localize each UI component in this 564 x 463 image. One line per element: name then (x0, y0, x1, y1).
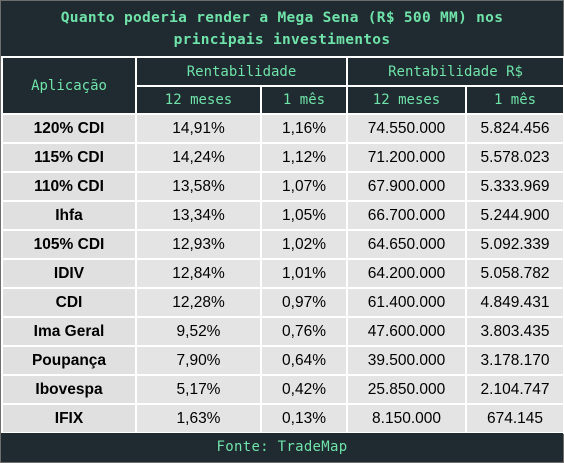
cell-aplicacao: 105% CDI (1, 229, 137, 260)
cell-rent-12-meses: 12,84% (135, 258, 262, 289)
cell-rent-1-mes: 1,02% (259, 229, 349, 260)
cell-valor-1-mes: 674.145 (465, 403, 564, 434)
cell-valor-12-meses: 71.200.000 (346, 142, 468, 173)
cell-aplicacao: Ihfa (1, 200, 137, 231)
cell-aplicacao: IDIV (1, 258, 137, 289)
cell-aplicacao: IFIX (1, 403, 137, 434)
cell-rent-1-mes: 0,13% (259, 403, 349, 434)
cell-rent-12-meses: 9,52% (135, 316, 262, 347)
cell-valor-12-meses: 25.850.000 (346, 374, 468, 405)
source-footer: Fonte: TradeMap (1, 433, 563, 462)
header-1-mes-rs: 1 mês (465, 85, 564, 115)
cell-aplicacao: CDI (1, 287, 137, 318)
cell-valor-12-meses: 67.900.000 (346, 171, 468, 202)
cell-rent-12-meses: 13,34% (135, 200, 262, 231)
cell-valor-12-meses: 64.200.000 (346, 258, 468, 289)
table-row: Ibovespa 5,17% 0,42% 25.850.000 2.104.747 (1, 374, 564, 405)
header-aplicacao: Aplicação (1, 56, 137, 115)
cell-rent-12-meses: 5,17% (135, 374, 262, 405)
cell-rent-12-meses: 12,28% (135, 287, 262, 318)
cell-rent-12-meses: 13,58% (135, 171, 262, 202)
cell-rent-1-mes: 0,42% (259, 374, 349, 405)
cell-valor-1-mes: 5.824.456 (465, 113, 564, 144)
title-line-1: Quanto poderia render a Mega Sena (R$ 50… (60, 10, 504, 26)
cell-aplicacao: 110% CDI (1, 171, 137, 202)
table-body: 120% CDI 14,91% 1,16% 74.550.000 5.824.456 11… (1, 113, 564, 434)
cell-rent-1-mes: 0,76% (259, 316, 349, 347)
cell-rent-12-meses: 1,63% (135, 403, 262, 434)
header-12-meses-pct: 12 meses (135, 85, 262, 115)
cell-rent-12-meses: 7,90% (135, 345, 262, 376)
cell-valor-1-mes: 5.058.782 (465, 258, 564, 289)
table-row: 115% CDI 14,24% 1,12% 71.200.000 5.578.023 (1, 142, 564, 173)
header-rentabilidade: Rentabilidade (134, 56, 349, 87)
header-row-1: Aplicação Rentabilidade Rentabilidade R$ (1, 56, 564, 115)
cell-rent-12-meses: 14,91% (135, 113, 262, 144)
table-row: 110% CDI 13,58% 1,07% 67.900.000 5.333.969 (1, 171, 564, 202)
cell-valor-1-mes: 3.178.170 (465, 345, 564, 376)
cell-valor-12-meses: 66.700.000 (346, 200, 468, 231)
cell-rent-1-mes: 1,12% (259, 142, 349, 173)
header-row-2: 12 meses 1 mês 12 meses 1 mês (2, 85, 564, 115)
cell-aplicacao: Ibovespa (1, 374, 137, 405)
cell-aplicacao: 120% CDI (1, 113, 137, 144)
cell-rent-1-mes: 1,07% (259, 171, 349, 202)
cell-valor-12-meses: 47.600.000 (346, 316, 468, 347)
table-title: Quanto poderia render a Mega Sena (R$ 50… (1, 1, 563, 56)
title-line-2: principais investimentos (173, 32, 391, 48)
cell-valor-1-mes: 5.244.900 (465, 200, 564, 231)
cell-rent-1-mes: 1,05% (259, 200, 349, 231)
cell-valor-12-meses: 64.650.000 (346, 229, 468, 260)
header-12-meses-rs: 12 meses (346, 85, 468, 115)
cell-aplicacao: 115% CDI (1, 142, 137, 173)
cell-valor-12-meses: 61.400.000 (346, 287, 468, 318)
table-row: Poupança 7,90% 0,64% 39.500.000 3.178.170 (1, 345, 564, 376)
cell-rent-1-mes: 1,16% (259, 113, 349, 144)
investment-table: Aplicação Rentabilidade Rentabilidade R$… (1, 56, 564, 434)
cell-rent-1-mes: 0,97% (259, 287, 349, 318)
header-1-mes-pct: 1 mês (259, 85, 349, 115)
table-row: Ihfa 13,34% 1,05% 66.700.000 5.244.900 (1, 200, 564, 231)
cell-rent-1-mes: 0,64% (259, 345, 349, 376)
cell-aplicacao: Ima Geral (1, 316, 137, 347)
table-row: IDIV 12,84% 1,01% 64.200.000 5.058.782 (1, 258, 564, 289)
cell-valor-12-meses: 39.500.000 (346, 345, 468, 376)
cell-aplicacao: Poupança (1, 345, 137, 376)
table-row: CDI 12,28% 0,97% 61.400.000 4.849.431 (1, 287, 564, 318)
cell-rent-12-meses: 12,93% (135, 229, 262, 260)
cell-valor-1-mes: 5.578.023 (465, 142, 564, 173)
cell-valor-1-mes: 4.849.431 (465, 287, 564, 318)
cell-valor-1-mes: 2.104.747 (465, 374, 564, 405)
table-row: Ima Geral 9,52% 0,76% 47.600.000 3.803.435 (1, 316, 564, 347)
cell-rent-1-mes: 1,01% (259, 258, 349, 289)
cell-valor-12-meses: 8.150.000 (346, 403, 468, 434)
table-row: 105% CDI 12,93% 1,02% 64.650.000 5.092.339 (1, 229, 564, 260)
cell-valor-12-meses: 74.550.000 (346, 113, 468, 144)
cell-valor-1-mes: 3.803.435 (465, 316, 564, 347)
table-row: 120% CDI 14,91% 1,16% 74.550.000 5.824.456 (1, 113, 564, 144)
table-row: IFIX 1,63% 0,13% 8.150.000 674.145 (1, 403, 564, 434)
cell-valor-1-mes: 5.333.969 (465, 171, 564, 202)
cell-valor-1-mes: 5.092.339 (465, 229, 564, 260)
header-rentabilidade-rs: Rentabilidade R$ (346, 56, 564, 87)
cell-rent-12-meses: 14,24% (135, 142, 262, 173)
